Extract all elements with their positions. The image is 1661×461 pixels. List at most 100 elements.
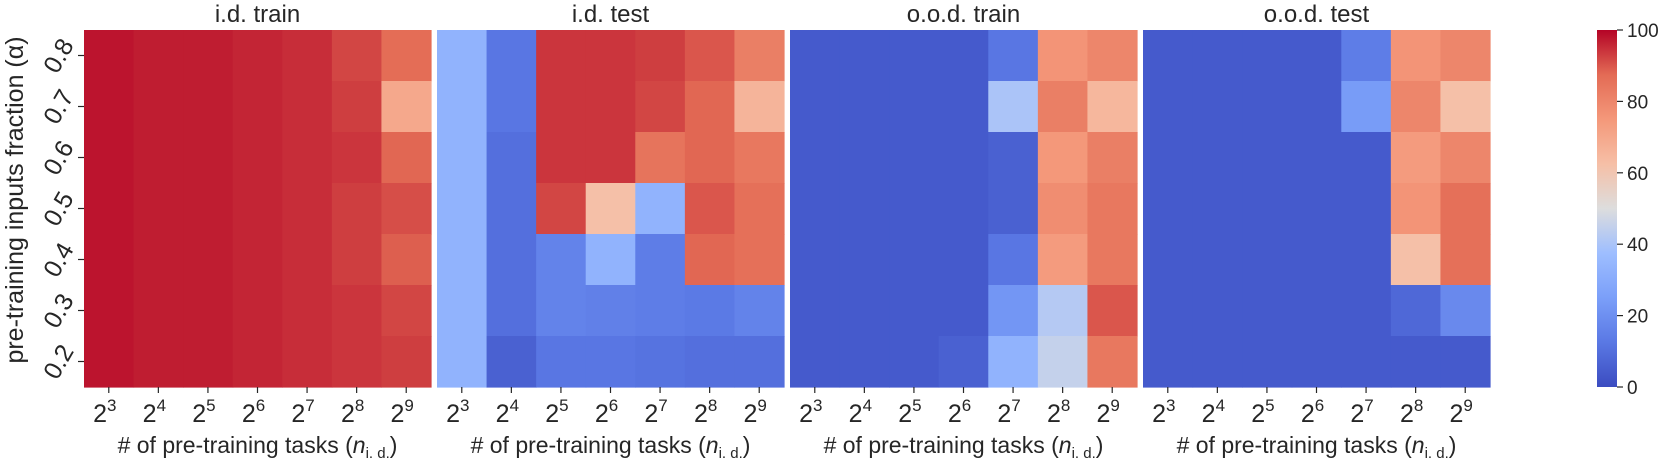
x-tick-label: 25: [545, 396, 568, 428]
heatmap-cell: [1087, 30, 1138, 82]
heatmap-cell: [437, 183, 488, 235]
heatmap-cell: [183, 132, 234, 184]
colorbar-ticks: 100 80 60 40 20 0: [1617, 21, 1659, 399]
x-tick-label: 29: [1097, 396, 1120, 428]
heatmap-cell: [1143, 336, 1194, 388]
heatmap-cell: [381, 285, 432, 337]
y-axis-label: pre-training inputs fraction (α): [1, 36, 29, 363]
heatmap-cell: [84, 30, 135, 82]
heatmap-cell: [282, 234, 333, 286]
heatmap-cell: [1192, 81, 1243, 133]
y-tick-label: 0.2: [38, 340, 80, 384]
heatmap-cell: [635, 183, 686, 235]
panel-title: o.o.d. test: [1264, 1, 1370, 28]
heatmap-cell: [84, 183, 135, 235]
heatmap-cell: [585, 234, 636, 286]
y-tick-label: 0.5: [38, 187, 80, 231]
heatmap-cell: [84, 336, 135, 388]
heatmap-cell: [1440, 81, 1491, 133]
panel-title: i.d. test: [572, 1, 650, 28]
heatmap-cell: [1192, 30, 1243, 82]
heatmap-cell: [84, 234, 135, 286]
heatmap-cell: [734, 234, 785, 286]
heatmap-cell: [790, 285, 841, 337]
colorbar-tick-label: 100: [1627, 21, 1659, 42]
heatmap-cell: [84, 285, 135, 337]
heatmap-cell: [1037, 234, 1089, 286]
x-tick-label: 28: [694, 396, 717, 428]
heatmap-cell: [684, 183, 736, 235]
heatmap-cell: [938, 285, 989, 337]
heatmap-cell: [1143, 285, 1194, 337]
heatmap-cell: [734, 30, 785, 82]
panel-title: i.d. train: [215, 1, 300, 28]
heatmap-cell: [1440, 234, 1491, 286]
x-tick-label: 23: [1152, 396, 1175, 428]
heatmap-cell: [536, 234, 587, 286]
heatmap-cell: [635, 30, 686, 82]
heatmap-cell: [133, 183, 184, 235]
heatmap-cell: [486, 285, 537, 337]
heatmap-cell: [536, 132, 587, 184]
heatmap-cell: [684, 285, 736, 337]
heatmap-cell: [889, 336, 940, 388]
heatmap-cell: [889, 132, 940, 184]
heatmap-cell: [486, 234, 537, 286]
heatmap-cell: [684, 234, 736, 286]
heatmap-cell: [790, 336, 841, 388]
heatmap-cell: [331, 81, 383, 133]
heatmap-cell: [331, 30, 383, 82]
heatmap-cell: [839, 81, 890, 133]
heatmap-cell: [133, 132, 184, 184]
heatmap-cell: [839, 234, 890, 286]
heatmap-cell: [889, 81, 940, 133]
heatmap-cell: [1242, 183, 1293, 235]
heatmap-cell: [938, 81, 989, 133]
heatmap-cell: [585, 336, 636, 388]
x-tick-label: 27: [997, 396, 1020, 428]
heatmap-cell: [1143, 183, 1194, 235]
heatmap-cell: [585, 81, 636, 133]
x-tick-label: 25: [1251, 396, 1274, 428]
x-axis-label: # of pre-training tasks (ni. d.): [471, 432, 751, 461]
heatmap-cell: [536, 81, 587, 133]
heatmap-cell: [381, 234, 432, 286]
heatmap-cell: [684, 81, 736, 133]
heatmap-cell: [437, 336, 488, 388]
x-tick-label: 27: [644, 396, 667, 428]
heatmap-cell: [1087, 234, 1138, 286]
x-axis-label: # of pre-training tasks (ni. d.): [118, 432, 398, 461]
x-tick-label: 23: [446, 396, 469, 428]
colorbar-tick-label: 0: [1627, 378, 1638, 399]
heatmap-cell: [232, 285, 283, 337]
heatmap-cell: [635, 81, 686, 133]
heatmap-cell: [1192, 336, 1243, 388]
heatmap-cell: [1341, 285, 1392, 337]
heatmap-cell: [1440, 285, 1491, 337]
y-tick-label: 0.3: [38, 289, 80, 333]
heatmap-cell: [938, 30, 989, 82]
x-tick-label: 28: [1047, 396, 1070, 428]
heatmap-cell: [988, 285, 1039, 337]
x-tick-label: 25: [898, 396, 921, 428]
colorbar-gradient: [1597, 30, 1617, 387]
x-axis-label: # of pre-training tasks (ni. d.): [824, 432, 1104, 461]
x-tick-label: 23: [799, 396, 822, 428]
heatmap-cell: [486, 132, 537, 184]
heatmap-cell: [1037, 336, 1089, 388]
heatmap-cell: [1291, 132, 1342, 184]
x-tick-label: 23: [93, 396, 116, 428]
heatmap-cell: [486, 30, 537, 82]
heatmap-cell: [734, 183, 785, 235]
heatmap-cell: [684, 336, 736, 388]
heatmap-cell: [1390, 183, 1442, 235]
heatmap-cell: [1242, 336, 1293, 388]
heatmap-cell: [1143, 132, 1194, 184]
heatmap-cell: [84, 81, 135, 133]
x-axis-label: # of pre-training tasks (ni. d.): [1177, 432, 1457, 461]
heatmap-cell: [1143, 234, 1194, 286]
heatmap-cell: [839, 285, 890, 337]
heatmap-cell: [839, 30, 890, 82]
heatmap-cell: [381, 132, 432, 184]
heatmap-cell: [1192, 234, 1243, 286]
